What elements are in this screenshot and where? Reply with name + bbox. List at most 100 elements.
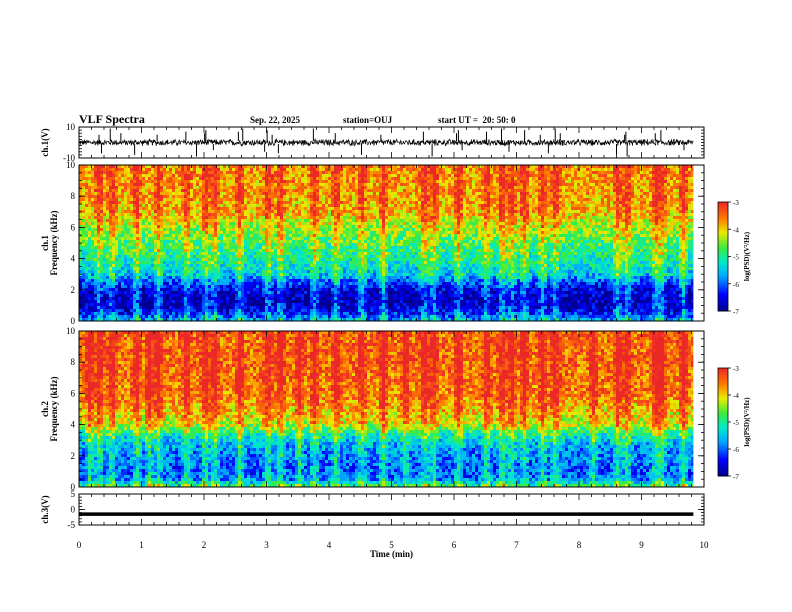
ch1-spectrogram-cell: [547, 168, 550, 171]
ch1-spectrogram-cell: [472, 195, 475, 198]
ch1-spectrogram-cell: [577, 198, 580, 201]
ch1-spectrogram-cell: [196, 183, 199, 186]
ch1-spectrogram-cell: [379, 189, 382, 192]
ch1-spectrogram-cell: [427, 192, 430, 195]
ch1-spectrogram-cell: [238, 201, 241, 204]
ch1-spectrogram-cell: [499, 225, 502, 228]
ch1-spectrogram-cell: [634, 180, 637, 183]
ch1-spectrogram-cell: [418, 174, 421, 177]
ch1-spectrogram-cell: [538, 174, 541, 177]
ch1-spectrogram-cell: [607, 189, 610, 192]
ch1-spectrogram-cell: [94, 174, 97, 177]
ch1-spectrogram-cell: [118, 177, 121, 180]
ch1-spectrogram-cell: [289, 210, 292, 213]
ch1-spectrogram-cell: [445, 231, 448, 234]
ch1-spectrogram-cell: [619, 210, 622, 213]
ch1-spectrogram-cell: [667, 195, 670, 198]
ch1-spectrogram-cell: [376, 201, 379, 204]
ch1-spectrogram-cell: [532, 183, 535, 186]
ch1-spectrogram-cell: [487, 171, 490, 174]
ch1-spectrogram-cell: [172, 219, 175, 222]
ch1-spectrogram-cell: [430, 213, 433, 216]
ch1-spectrogram-cell: [97, 213, 100, 216]
ch1-spectrogram-cell: [400, 216, 403, 219]
ch1-spectrogram-cell: [319, 186, 322, 189]
ch1-spectrogram-cell: [286, 228, 289, 231]
ch1-spectrogram-cell: [547, 222, 550, 225]
ch1-spectrogram-cell: [202, 228, 205, 231]
ch1-spectrogram-cell: [400, 225, 403, 228]
ch1-spectrogram-cell: [133, 234, 136, 237]
ch1-spectrogram-cell: [130, 219, 133, 222]
ch1-spectrogram-cell: [220, 228, 223, 231]
ch1-spectrogram-cell: [316, 216, 319, 219]
ch1-spectrogram-cell: [475, 207, 478, 210]
ch1-spectrogram-cell: [274, 201, 277, 204]
ch1-spectrogram-cell: [364, 228, 367, 231]
ch1-spectrogram-cell: [208, 216, 211, 219]
ch1-spectrogram-cell: [328, 222, 331, 225]
ch1-spectrogram-cell: [202, 180, 205, 183]
ch1-spectrogram-cell: [595, 216, 598, 219]
ch1-spectrogram-cell: [439, 186, 442, 189]
ch1-spectrogram-cell: [358, 192, 361, 195]
ch1-spectrogram-cell: [286, 171, 289, 174]
ch1-spectrogram-cell: [151, 183, 154, 186]
ch1-spectrogram-cell: [481, 216, 484, 219]
ch1-spectrogram-cell: [604, 210, 607, 213]
ch1-spectrogram-cell: [220, 189, 223, 192]
ch1-spectrogram-cell: [298, 192, 301, 195]
ch1-spectrogram-cell: [409, 219, 412, 222]
ch1-spectrogram-cell: [217, 198, 220, 201]
ch1-spectrogram-cell: [298, 207, 301, 210]
ch1-spectrogram-cell: [391, 231, 394, 234]
ch1-spectrogram-cell: [268, 192, 271, 195]
ch1-spectrogram-cell: [169, 177, 172, 180]
ch1-spectrogram-cell: [352, 192, 355, 195]
ch1-spectrogram-cell: [364, 207, 367, 210]
ch1-spectrogram-cell: [478, 228, 481, 231]
ch1-spectrogram-cell: [664, 201, 667, 204]
ch1-spectrogram-cell: [160, 198, 163, 201]
ch1-spectrogram-cell: [448, 216, 451, 219]
ch1-spectrogram-cell: [637, 225, 640, 228]
ch1-spectrogram-cell: [619, 189, 622, 192]
ch1-spectrogram-cell: [316, 180, 319, 183]
ch1-spectrogram-cell: [472, 210, 475, 213]
ch1-spectrogram-cell: [565, 189, 568, 192]
ch1-spectrogram-cell: [610, 198, 613, 201]
ch1-spectrogram-cell: [469, 180, 472, 183]
ch1-spectrogram-cell: [589, 231, 592, 234]
ch1-spectrogram-cell: [274, 174, 277, 177]
ch1-spectrogram-cell: [547, 231, 550, 234]
ch1-spectrogram-cell: [253, 192, 256, 195]
ch1-spectrogram-cell: [166, 177, 169, 180]
ch1-spectrogram-cell: [382, 171, 385, 174]
ch1-spectrogram-cell: [646, 201, 649, 204]
ch1-spectrogram-cell: [214, 222, 217, 225]
ch1-spectrogram-cell: [223, 192, 226, 195]
ch1-spectrogram-cell: [340, 174, 343, 177]
ch1-spectrogram-cell: [91, 189, 94, 192]
ch1-spectrogram-cell: [376, 192, 379, 195]
ch1-spectrogram-cell: [418, 189, 421, 192]
ch1-spectrogram-cell: [592, 222, 595, 225]
ch1-spectrogram-cell: [583, 225, 586, 228]
ch1-spectrogram-cell: [199, 201, 202, 204]
ch1-spectrogram-cell: [166, 234, 169, 237]
ch1-spectrogram-cell: [217, 189, 220, 192]
ch1-spectrogram-cell: [259, 195, 262, 198]
ch1-spectrogram-cell: [529, 207, 532, 210]
ch1-spectrogram-cell: [595, 228, 598, 231]
ch1-spectrogram-cell: [649, 198, 652, 201]
ch1-spectrogram-cell: [604, 180, 607, 183]
ch1-spectrogram-cell: [469, 198, 472, 201]
ch1-spectrogram-cell: [193, 186, 196, 189]
ch1-spectrogram-cell: [538, 192, 541, 195]
ch1-spectrogram-cell: [553, 201, 556, 204]
ch1-spectrogram-cell: [583, 207, 586, 210]
ch1-spectrogram-cell: [349, 228, 352, 231]
ch1-spectrogram-cell: [175, 234, 178, 237]
ch1-spectrogram-cell: [100, 183, 103, 186]
ch1-spectrogram-cell: [508, 219, 511, 222]
